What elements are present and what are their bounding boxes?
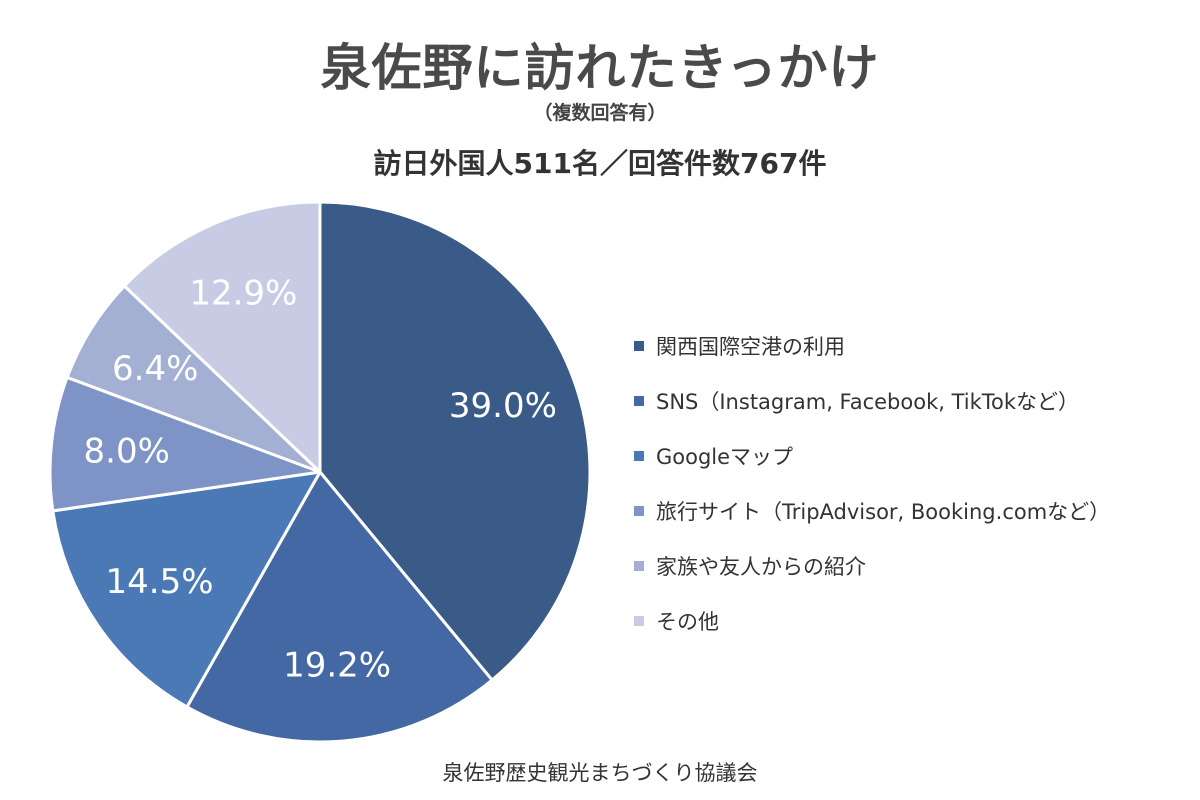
pie-slice-5 xyxy=(122,200,322,474)
slice-label-4: 6.4% xyxy=(112,349,198,389)
legend-label-2: Googleマップ xyxy=(656,444,794,469)
chart-source: 泉佐野歴史観光まちづくり協議会 xyxy=(442,761,758,785)
legend-swatch-3 xyxy=(634,505,644,516)
legend-label-3: 旅行サイト（TripAdvisor, Booking.comなど） xyxy=(656,499,1111,524)
legend-item-1: SNS（Instagram, Facebook, TikTokなど） xyxy=(634,373,1194,428)
chart-respondents: 訪日外国人511名／回答件数767件 xyxy=(373,147,827,180)
legend-swatch-4 xyxy=(634,560,644,571)
legend-swatch-2 xyxy=(634,450,644,461)
legend-item-4: 家族や友人からの紹介 xyxy=(634,538,1194,593)
legend-label-1: SNS（Instagram, Facebook, TikTokなど） xyxy=(656,389,1080,414)
slice-label-5: 12.9% xyxy=(189,273,297,313)
legend-label-4: 家族や友人からの紹介 xyxy=(656,554,866,579)
legend-label-5: その他 xyxy=(656,609,719,634)
chart-title: 泉佐野に訪れたきっかけ xyxy=(320,39,880,97)
slice-label-1: 19.2% xyxy=(283,646,391,686)
legend-item-5: その他 xyxy=(634,593,1194,648)
pie-slice-2 xyxy=(51,470,322,709)
legend-label-0: 関西国際空港の利用 xyxy=(656,334,845,359)
pie-slice-3 xyxy=(48,375,322,513)
pie-slice-1 xyxy=(185,470,494,744)
chart-subtitle: （複数回答有） xyxy=(533,102,667,124)
legend: 関西国際空港の利用 SNS（Instagram, Facebook, TikTok… xyxy=(634,318,1194,648)
legend-swatch-5 xyxy=(634,615,644,626)
pie-slice-0 xyxy=(318,200,592,682)
slice-label-0: 39.0% xyxy=(449,386,557,426)
slice-label-3: 8.0% xyxy=(84,431,170,471)
legend-swatch-0 xyxy=(634,340,644,351)
legend-item-2: Googleマップ xyxy=(634,428,1194,483)
legend-item-0: 関西国際空港の利用 xyxy=(634,318,1194,373)
slice-label-2: 14.5% xyxy=(106,562,214,602)
legend-item-3: 旅行サイト（TripAdvisor, Booking.comなど） xyxy=(634,483,1194,538)
legend-swatch-1 xyxy=(634,395,644,406)
